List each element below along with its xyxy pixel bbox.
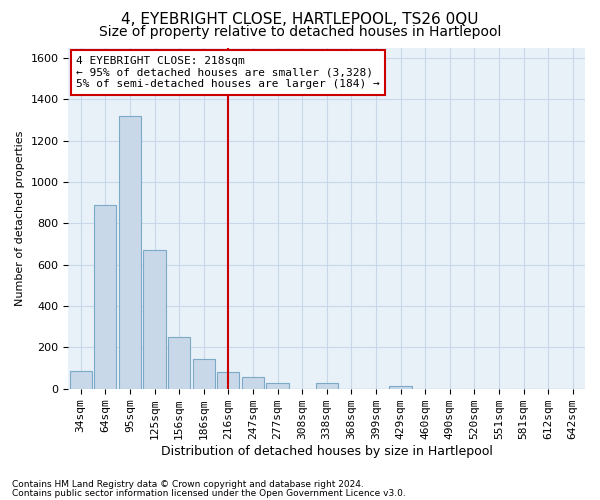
Bar [193, 358, 215, 388]
Bar [389, 386, 412, 388]
Bar [316, 382, 338, 388]
Bar [143, 250, 166, 388]
Text: 4, EYEBRIGHT CLOSE, HARTLEPOOL, TS26 0QU: 4, EYEBRIGHT CLOSE, HARTLEPOOL, TS26 0QU [121, 12, 479, 28]
X-axis label: Distribution of detached houses by size in Hartlepool: Distribution of detached houses by size … [161, 444, 493, 458]
Bar [217, 372, 239, 388]
Text: Contains HM Land Registry data © Crown copyright and database right 2024.: Contains HM Land Registry data © Crown c… [12, 480, 364, 489]
Y-axis label: Number of detached properties: Number of detached properties [15, 130, 25, 306]
Bar [70, 371, 92, 388]
Bar [119, 116, 141, 388]
Bar [94, 204, 116, 388]
Text: Contains public sector information licensed under the Open Government Licence v3: Contains public sector information licen… [12, 488, 406, 498]
Bar [168, 337, 190, 388]
Bar [266, 382, 289, 388]
Text: 4 EYEBRIGHT CLOSE: 218sqm
← 95% of detached houses are smaller (3,328)
5% of sem: 4 EYEBRIGHT CLOSE: 218sqm ← 95% of detac… [76, 56, 380, 89]
Text: Size of property relative to detached houses in Hartlepool: Size of property relative to detached ho… [99, 25, 501, 39]
Bar [242, 378, 264, 388]
